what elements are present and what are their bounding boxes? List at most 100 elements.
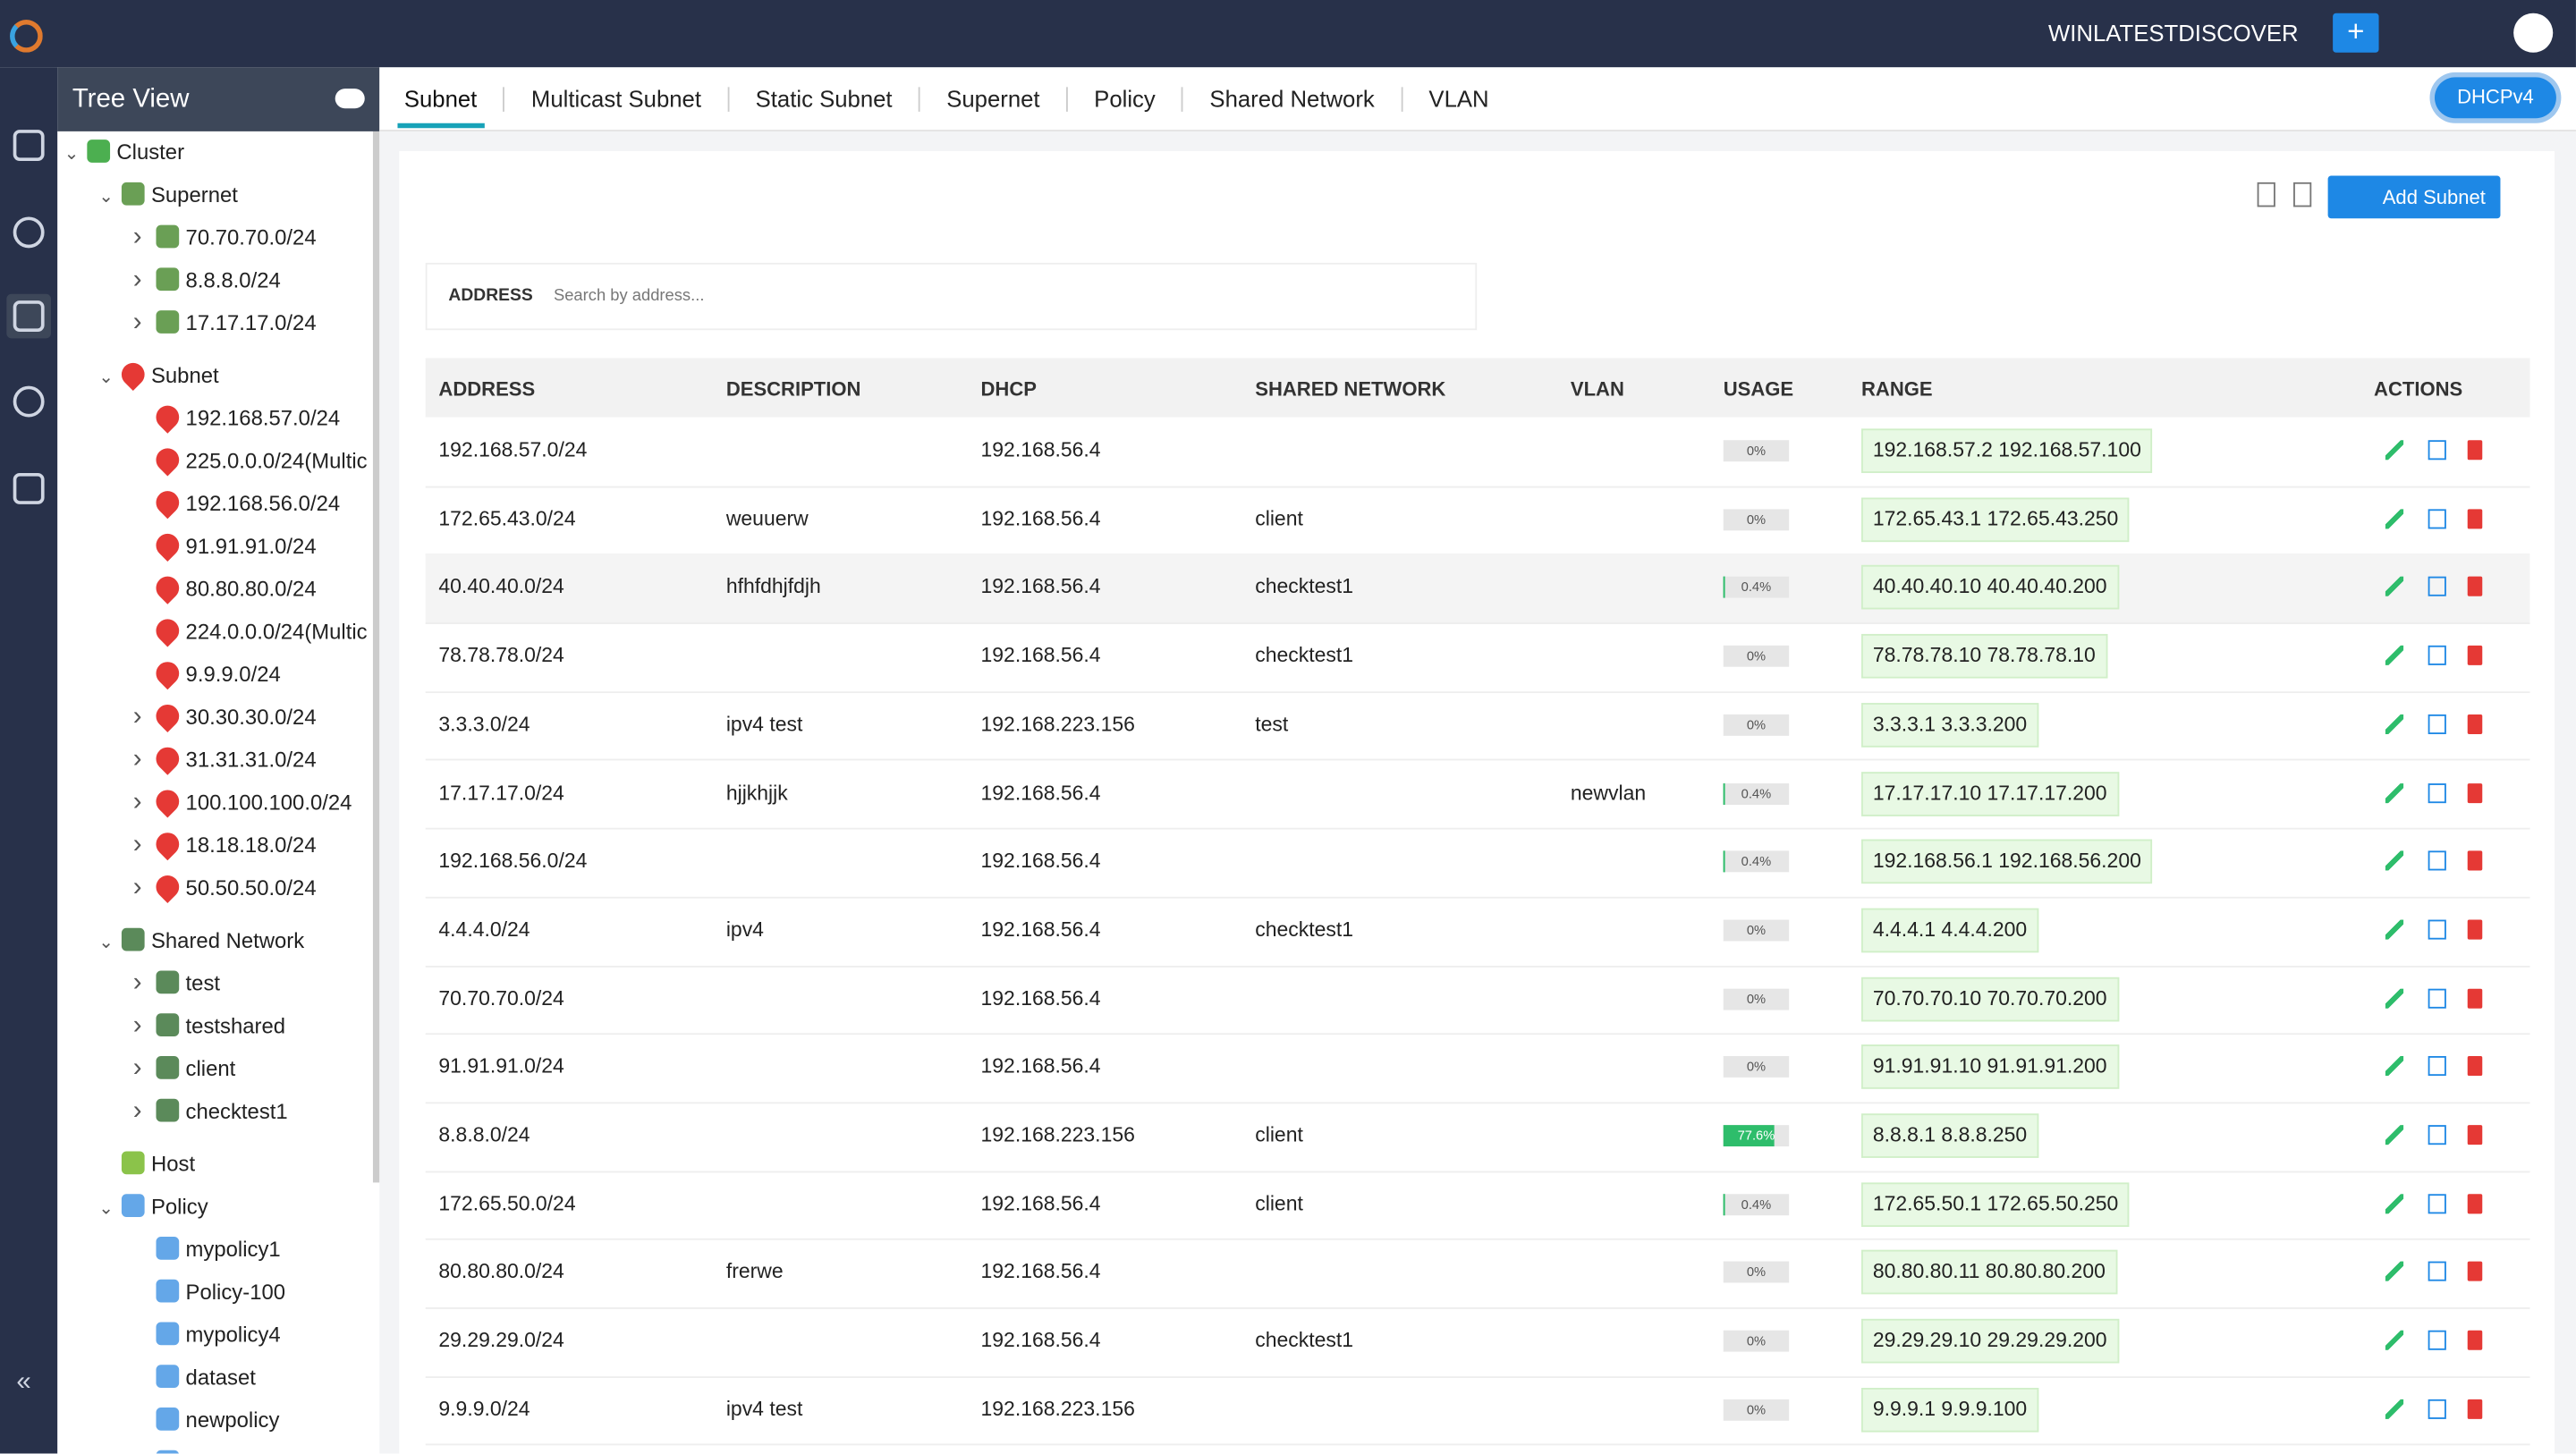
edit-action[interactable] [2428, 509, 2446, 528]
user-avatar[interactable] [2513, 13, 2553, 53]
node-label[interactable]: Subnet [151, 363, 219, 388]
edit-action[interactable] [2428, 646, 2446, 665]
node-label[interactable]: checktest1 [186, 1099, 288, 1124]
node-label[interactable]: client [186, 1056, 236, 1081]
edit-action[interactable] [2428, 1262, 2446, 1281]
tree-node[interactable]: 192.168.57.0/24 [133, 402, 373, 435]
tab[interactable]: Static Subnet [756, 86, 893, 112]
tree-node[interactable]: 80.80.80.0/24 [133, 573, 373, 606]
node-label[interactable]: 31.31.31.0/24 [186, 748, 317, 773]
node-label[interactable]: 70.70.70.0/24 [186, 225, 317, 250]
ipam-icon[interactable] [13, 300, 45, 332]
edit-action[interactable] [2428, 988, 2446, 1008]
edit-action[interactable] [2428, 1125, 2446, 1145]
delete-action[interactable] [2468, 988, 2483, 1008]
mode-button[interactable]: DHCPv4 [2435, 77, 2556, 118]
tree-node[interactable]: ›client [133, 1052, 373, 1086]
caret[interactable]: ⌄ [98, 361, 122, 393]
dns-icon[interactable] [13, 216, 45, 248]
assign-action[interactable] [2385, 440, 2403, 460]
excel-export[interactable] [2293, 182, 2311, 207]
node-label[interactable]: test [186, 970, 221, 995]
node-label[interactable]: 192.168.56.0/24 [186, 491, 341, 516]
edit-action[interactable] [2428, 851, 2446, 871]
assign-action[interactable] [2385, 919, 2403, 939]
caret[interactable]: › [133, 787, 157, 820]
delete-action[interactable] [2468, 577, 2483, 596]
edit-action[interactable] [2428, 1399, 2446, 1418]
tree-node[interactable]: › 100.100.100.0/24 [133, 787, 373, 820]
node-label[interactable]: 225.0.0.0/24(Multic [186, 448, 368, 473]
logo[interactable] [10, 20, 43, 53]
tree-node[interactable]: › test [133, 968, 373, 1001]
caret[interactable]: › [133, 968, 157, 1001]
assign-action[interactable] [2385, 509, 2403, 528]
report-icon[interactable] [13, 386, 45, 418]
tab[interactable]: Subnet [404, 86, 478, 112]
assign-action[interactable] [2385, 646, 2403, 665]
caret[interactable]: ⌄ [98, 926, 122, 958]
node-label[interactable]: Cluster [116, 139, 184, 165]
tree-node[interactable]: ›18.18.18.0/24 [133, 830, 373, 863]
tree-node[interactable]: ⌄Supernet [98, 179, 373, 212]
tree-node[interactable]: ⌄Policy [98, 1191, 373, 1224]
node-label[interactable]: Shared Network [151, 928, 304, 953]
delete-action[interactable] [2468, 919, 2483, 939]
tree-node[interactable]: ›70.70.70.0/24 [133, 222, 373, 255]
node-label[interactable]: dataset [186, 1365, 256, 1390]
delete-action[interactable] [2468, 646, 2483, 665]
node-label[interactable]: 192.168.57.0/24 [186, 406, 341, 431]
node-label[interactable]: 18.18.18.0/24 [186, 833, 317, 858]
tree-node[interactable]: ›50.50.50.0/24 [133, 872, 373, 905]
edit-action[interactable] [2428, 1194, 2446, 1213]
tree-node[interactable]: › checktest1 [133, 1095, 373, 1129]
edit-action[interactable] [2428, 1057, 2446, 1077]
tab[interactable]: Supernet [946, 86, 1039, 112]
edit-action[interactable] [2428, 782, 2446, 802]
tree-node[interactable]: 224.0.0.0/24(Multic [133, 616, 373, 649]
node-label[interactable]: testshared [186, 1013, 285, 1038]
caret[interactable]: › [133, 744, 157, 777]
pdf-export[interactable] [2258, 182, 2275, 207]
assign-action[interactable] [2385, 1057, 2403, 1077]
tree-node[interactable]: 9.9.9.0/24 [133, 659, 373, 692]
tree-node[interactable]: Host [98, 1148, 373, 1181]
tab[interactable]: Multicast Subnet [531, 86, 701, 112]
assign-action[interactable] [2385, 851, 2403, 871]
caret[interactable]: › [133, 1010, 157, 1044]
tree-node[interactable]: ›17.17.17.0/24 [133, 307, 373, 340]
delete-action[interactable] [2468, 1262, 2483, 1281]
tree-node[interactable]: localpolicy3 [133, 1447, 373, 1453]
edit-action[interactable] [2428, 1331, 2446, 1350]
node-label[interactable]: 30.30.30.0/24 [186, 705, 317, 730]
delete-action[interactable] [2468, 440, 2483, 460]
tree-node[interactable]: › testshared [133, 1010, 373, 1044]
node-label[interactable]: mypolicy4 [186, 1323, 281, 1348]
node-label[interactable]: 100.100.100.0/24 [186, 790, 352, 815]
tree-node[interactable]: ⌄ Shared Network [98, 925, 373, 958]
delete-action[interactable] [2468, 1125, 2483, 1145]
node-label[interactable]: 9.9.9.0/24 [186, 662, 281, 687]
scrollbar[interactable] [373, 131, 379, 1182]
caret[interactable]: › [133, 265, 157, 298]
assign-action[interactable] [2385, 1125, 2403, 1145]
edit-action[interactable] [2428, 577, 2446, 596]
node-label[interactable]: Policy-100 [186, 1280, 285, 1305]
collapse-icon[interactable]: « [16, 1368, 30, 1398]
delete-action[interactable] [2468, 851, 2483, 871]
assign-action[interactable] [2385, 577, 2403, 596]
tab[interactable]: Shared Network [1209, 86, 1374, 112]
caret[interactable]: › [133, 1095, 157, 1129]
tree-node[interactable]: ›8.8.8.0/24 [133, 265, 373, 298]
assign-action[interactable] [2385, 988, 2403, 1008]
tree-node[interactable]: 192.168.56.0/24 [133, 487, 373, 520]
delete-action[interactable] [2468, 1057, 2483, 1077]
tree-node[interactable]: 225.0.0.0/24(Multic [133, 445, 373, 478]
dashboard-icon[interactable] [13, 130, 45, 161]
tree-node[interactable]: ›30.30.30.0/24 [133, 701, 373, 734]
search-input[interactable]: Search by address... [554, 287, 704, 305]
delete-action[interactable] [2468, 1399, 2483, 1418]
node-label[interactable]: localpolicy3 [186, 1450, 296, 1454]
node-label[interactable]: mypolicy1 [186, 1237, 281, 1262]
caret[interactable]: ⌄ [98, 1192, 122, 1223]
